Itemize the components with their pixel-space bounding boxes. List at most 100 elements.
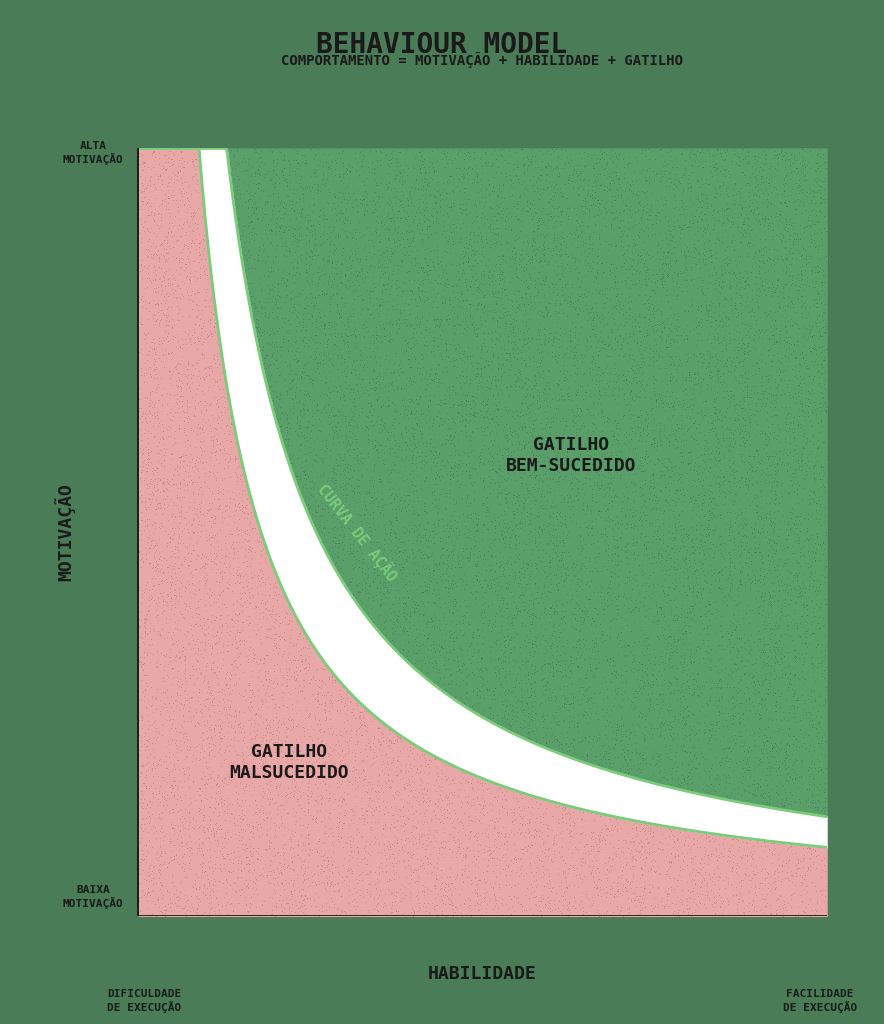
Point	[437, 656, 451, 673]
Point	[200, 890, 214, 906]
Point	[752, 401, 766, 418]
Point	[484, 360, 499, 377]
Point	[773, 888, 787, 904]
Point	[131, 791, 145, 807]
Point	[461, 666, 475, 682]
Point	[336, 143, 350, 160]
Point	[308, 475, 322, 492]
Point	[671, 670, 685, 686]
Point	[503, 258, 517, 274]
Point	[705, 163, 719, 179]
Point	[233, 567, 248, 584]
Point	[317, 518, 332, 535]
Point	[161, 333, 175, 349]
Point	[703, 358, 717, 375]
Point	[605, 198, 619, 214]
Point	[717, 202, 731, 218]
Point	[439, 313, 453, 330]
Point	[318, 756, 332, 772]
Point	[633, 905, 647, 922]
Point	[607, 889, 621, 905]
Point	[186, 423, 200, 439]
Point	[558, 800, 572, 816]
Point	[297, 672, 311, 688]
Point	[556, 865, 570, 882]
Point	[198, 597, 212, 613]
Point	[185, 152, 199, 168]
Point	[646, 301, 660, 317]
Point	[485, 220, 499, 237]
Point	[606, 436, 620, 453]
Point	[713, 836, 727, 852]
Point	[568, 356, 582, 373]
Point	[490, 256, 504, 272]
Point	[782, 671, 796, 687]
Point	[141, 460, 155, 476]
Point	[409, 645, 423, 662]
Point	[805, 719, 819, 735]
Point	[753, 771, 767, 787]
Point	[188, 397, 202, 414]
Point	[512, 589, 526, 605]
Point	[703, 464, 717, 480]
Point	[689, 337, 703, 353]
Point	[476, 825, 490, 842]
Point	[446, 467, 460, 483]
Point	[674, 532, 689, 549]
Point	[292, 420, 306, 436]
Point	[356, 714, 370, 730]
Point	[685, 530, 699, 547]
Point	[732, 324, 746, 340]
Point	[263, 905, 278, 922]
Point	[308, 147, 322, 164]
Point	[428, 365, 442, 381]
Point	[475, 498, 489, 514]
Point	[323, 872, 337, 889]
Point	[259, 805, 273, 821]
Point	[653, 269, 667, 286]
Point	[172, 604, 187, 621]
Point	[351, 455, 365, 471]
Point	[723, 668, 737, 684]
Point	[233, 632, 248, 648]
Point	[579, 640, 593, 656]
Point	[594, 177, 608, 194]
Point	[687, 545, 701, 561]
Point	[406, 573, 420, 590]
Point	[507, 641, 521, 657]
Point	[316, 209, 331, 225]
Point	[655, 579, 669, 595]
Point	[551, 592, 565, 608]
Point	[685, 600, 699, 616]
Point	[722, 332, 736, 348]
Point	[781, 737, 796, 754]
Point	[476, 298, 491, 314]
Point	[291, 751, 305, 767]
Point	[354, 712, 368, 728]
Point	[431, 641, 445, 657]
Point	[231, 717, 245, 733]
Point	[552, 574, 567, 591]
Point	[547, 615, 561, 632]
Point	[146, 883, 160, 899]
Point	[474, 403, 488, 420]
Point	[271, 844, 286, 860]
Point	[454, 407, 469, 423]
Point	[748, 589, 762, 605]
Point	[760, 199, 774, 215]
Point	[778, 659, 792, 676]
Point	[742, 323, 756, 339]
Point	[545, 902, 559, 919]
Point	[423, 159, 437, 175]
Point	[307, 392, 321, 409]
Point	[413, 160, 427, 176]
Point	[275, 788, 289, 805]
Point	[664, 365, 678, 381]
Point	[809, 272, 823, 289]
Point	[360, 748, 374, 764]
Point	[320, 336, 334, 352]
Point	[331, 400, 345, 417]
Point	[335, 874, 349, 891]
Point	[340, 509, 354, 525]
Point	[580, 497, 594, 513]
